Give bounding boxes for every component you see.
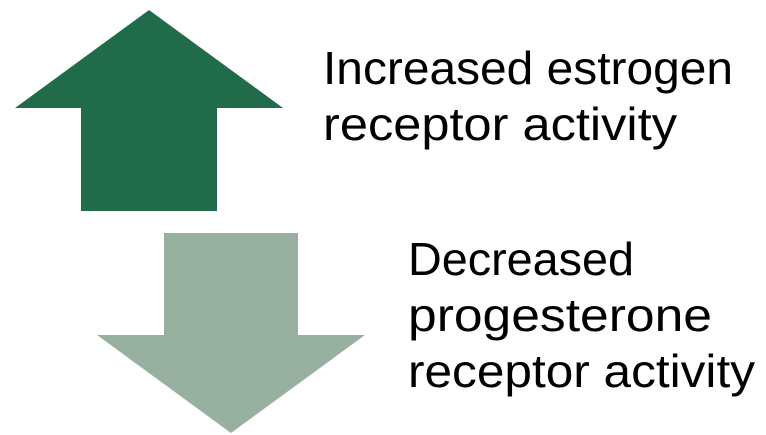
up-arrow xyxy=(15,10,283,211)
label-line: Decreased xyxy=(408,233,634,285)
label-line: progesterone xyxy=(408,289,712,341)
down-arrow xyxy=(97,233,365,433)
label-line: receptor activity xyxy=(323,98,677,150)
label-line: receptor activity xyxy=(408,345,755,397)
label-line: Increased estrogen xyxy=(323,42,733,94)
